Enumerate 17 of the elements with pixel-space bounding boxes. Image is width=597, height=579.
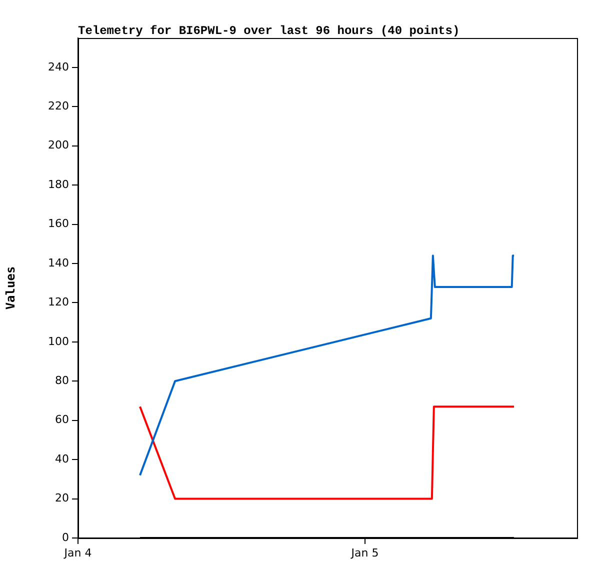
y-tick-label: 240 <box>48 60 69 74</box>
y-axis-title: Values <box>3 266 18 310</box>
y-tick-label: 120 <box>48 296 69 309</box>
y-tick-label: 140 <box>48 256 69 270</box>
x-tick-label: Jan 5 <box>350 546 379 560</box>
x-tick-label: Jan 4 <box>63 546 92 560</box>
y-tick-label: 80 <box>55 374 69 387</box>
y-tick-label: 40 <box>55 452 69 466</box>
y-tick-label: 100 <box>48 334 69 348</box>
y-tick-label: 220 <box>48 99 69 112</box>
y-tick-label: 200 <box>48 138 69 152</box>
y-tick-label: 20 <box>55 492 69 505</box>
y-tick-label: 0 <box>62 530 69 544</box>
y-tick-label: 60 <box>55 413 69 426</box>
y-tick-label: 180 <box>48 178 69 191</box>
y-tick-label: 160 <box>48 217 69 230</box>
chart-title: Telemetry for BI6PWL-9 over last 96 hours (40 points) <box>78 24 460 38</box>
